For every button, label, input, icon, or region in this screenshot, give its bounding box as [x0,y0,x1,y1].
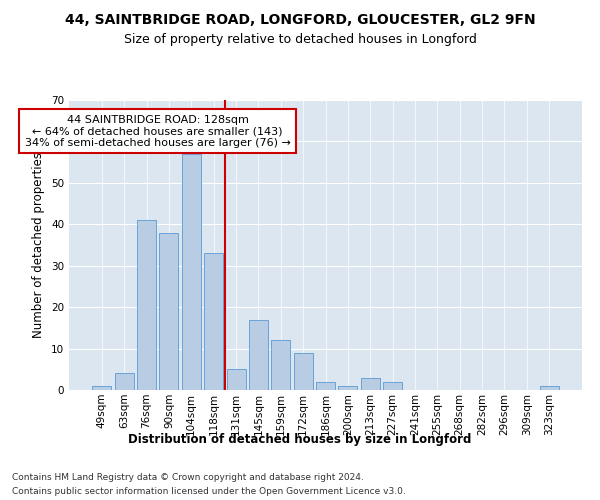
Bar [227,370,245,390]
Bar [160,232,178,390]
Bar [316,382,335,390]
Text: 44 SAINTBRIDGE ROAD: 128sqm
← 64% of detached houses are smaller (143)
34% of se: 44 SAINTBRIDGE ROAD: 128sqm ← 64% of det… [25,114,290,148]
Bar [92,386,112,390]
Text: 44, SAINTBRIDGE ROAD, LONGFORD, GLOUCESTER, GL2 9FN: 44, SAINTBRIDGE ROAD, LONGFORD, GLOUCEST… [65,12,535,26]
Bar [383,382,402,390]
Bar [249,320,268,390]
Bar [137,220,156,390]
Y-axis label: Number of detached properties: Number of detached properties [32,152,46,338]
Bar [293,352,313,390]
Bar [115,374,134,390]
Bar [361,378,380,390]
Text: Contains public sector information licensed under the Open Government Licence v3: Contains public sector information licen… [12,488,406,496]
Text: Contains HM Land Registry data © Crown copyright and database right 2024.: Contains HM Land Registry data © Crown c… [12,472,364,482]
Text: Size of property relative to detached houses in Longford: Size of property relative to detached ho… [124,32,476,46]
Bar [338,386,358,390]
Bar [204,254,223,390]
Bar [539,386,559,390]
Text: Distribution of detached houses by size in Longford: Distribution of detached houses by size … [128,432,472,446]
Bar [271,340,290,390]
Bar [182,154,201,390]
